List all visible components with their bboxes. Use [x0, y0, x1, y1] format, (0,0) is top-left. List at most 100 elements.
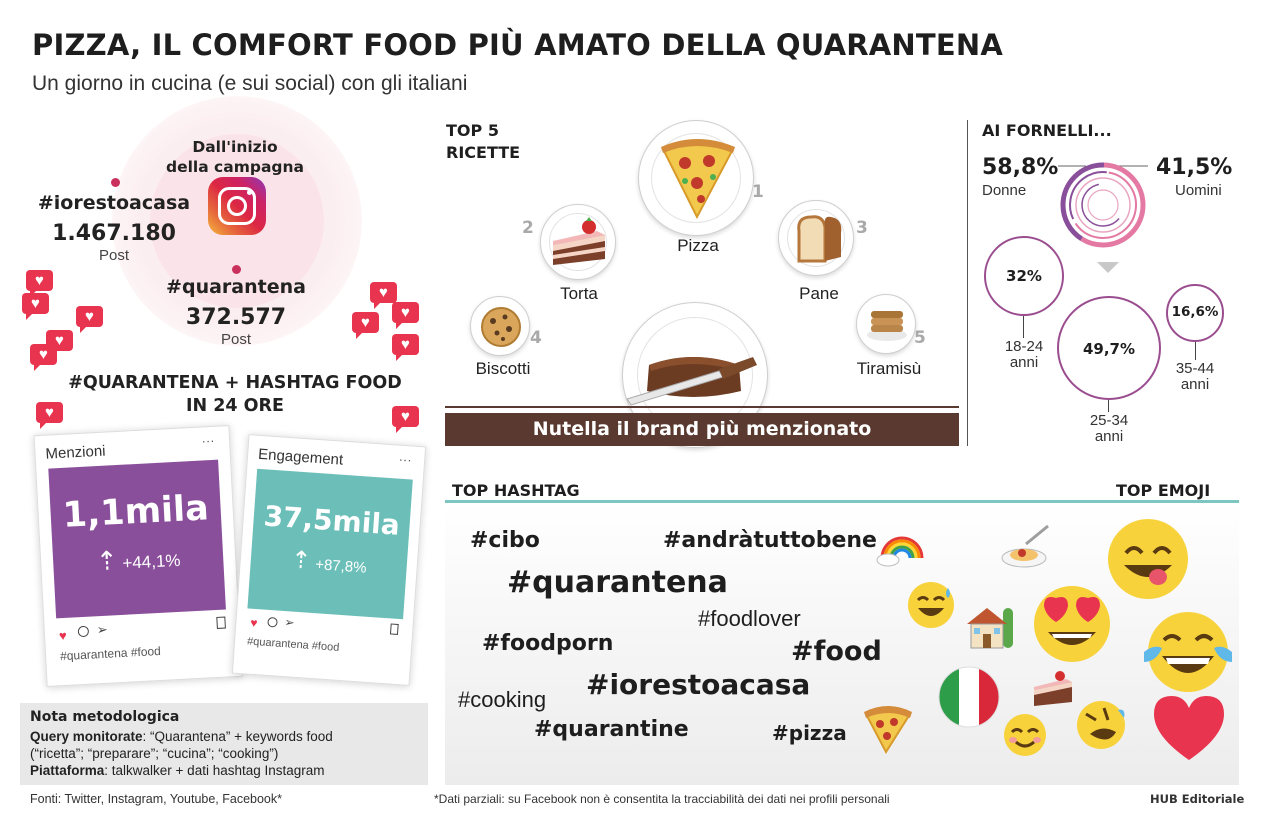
- bookmark-icon: [216, 616, 226, 629]
- menzioni-label: Menzioni: [45, 442, 106, 463]
- engagement-value: 37,5mila: [262, 499, 401, 542]
- age-label-35-44: 35-44 anni: [1175, 360, 1215, 393]
- query-line: Query monitorate: “Quarantena” + keyword…: [30, 729, 333, 744]
- iorestoacasa-count: 1.467.180: [52, 221, 176, 246]
- comment-icon: [267, 616, 278, 628]
- grinning-tongue-emoji: [1108, 519, 1188, 599]
- hashtag-foodporn: #foodporn: [482, 631, 614, 656]
- heart-icon: ♥: [249, 615, 259, 631]
- fornelli-title: AI FORNELLI...: [982, 121, 1112, 140]
- footer-sources: Fonti: Twitter, Instagram, Youtube, Face…: [30, 792, 283, 806]
- arrow-up-icon: ⇡: [290, 546, 312, 575]
- heart-icon: ♥: [76, 306, 103, 333]
- recipe-label-torta: Torta: [560, 284, 598, 303]
- rank-1: 1: [752, 182, 764, 202]
- pin-dot: [111, 178, 120, 187]
- pizza-plate: [638, 120, 754, 236]
- age-line: [1023, 316, 1024, 338]
- age-circle-25-34: [1057, 296, 1161, 400]
- since-campaign-label: Dall'inizio della campagna: [165, 138, 305, 176]
- pin-dot: [232, 265, 241, 274]
- engagement-change: ⇡ +87,8%: [290, 546, 368, 577]
- bread-icon: [797, 215, 842, 263]
- query-line-2: (“ricetta”; “preparare”; “cucina”; “cook…: [30, 746, 279, 761]
- hashtag-cibo: #cibo: [470, 528, 540, 553]
- heart-icon: ♥: [392, 302, 419, 329]
- hashtag-food: #food: [791, 636, 882, 667]
- hashtag-pizza: #pizza: [772, 721, 847, 745]
- hashtag-iorestoacasa-big: #iorestoacasa: [586, 668, 811, 701]
- top-emoji-title: TOP EMOJI: [1116, 481, 1211, 500]
- age-circle-35-44: [1166, 284, 1224, 342]
- sweat-smile-emoji: [908, 582, 954, 628]
- age-label-25-34: 25-34 anni: [1089, 412, 1129, 445]
- pizza-icon: [661, 139, 735, 220]
- heart-icon: ♥: [26, 270, 53, 297]
- recipe-label-biscotti: Biscotti: [475, 359, 531, 378]
- top5-title: TOP 5 RICETTE: [446, 121, 521, 162]
- more-icon: ...: [201, 430, 216, 446]
- hashtag-iorestoacasa: #iorestoacasa: [37, 192, 191, 214]
- menzioni-panel: 1,1mila ⇡ +44,1%: [48, 459, 226, 619]
- rainbow-icon: [876, 536, 924, 567]
- spaghetti-icon: [1001, 524, 1049, 568]
- engagement-panel: 37,5mila ⇡ +87,8%: [247, 468, 413, 620]
- heart-icon: ♥: [392, 334, 419, 361]
- hashtag-cooking: #cooking: [458, 687, 547, 712]
- quarantena-count: 372.577: [185, 305, 287, 330]
- rank-2: 2: [522, 218, 534, 238]
- heart-icon: ♥: [36, 402, 63, 429]
- engagement-tags: #quarantena #food: [246, 635, 340, 654]
- blush-emoji: [1004, 714, 1046, 756]
- platform-line: Piattaforma: talkwalker + dati hashtag I…: [30, 763, 325, 778]
- age-pct-35-44: 16,6%: [1171, 304, 1219, 320]
- arrow-up-icon: ⇡: [95, 545, 119, 577]
- methodology-title: Nota metodologica: [30, 709, 180, 725]
- bookmark-icon: [389, 623, 399, 635]
- rofl-emoji: [1077, 701, 1125, 749]
- heart-icon: ♥: [352, 312, 379, 339]
- top-hashtag-title: TOP HASHTAG: [452, 481, 580, 500]
- cake-emoji: [1034, 671, 1072, 706]
- menzioni-value: 1,1mila: [61, 488, 210, 536]
- age-line: [1108, 400, 1109, 412]
- section-divider: [967, 120, 968, 446]
- italy-flag-icon: [938, 666, 1000, 728]
- page-title: PIZZA, IL COMFORT FOOD PIÙ AMATO DELLA Q…: [32, 28, 1004, 62]
- cookie-icon: [481, 307, 521, 347]
- hashtag-divider: [445, 500, 1239, 503]
- gender-rings: [1058, 162, 1148, 248]
- hashtag-foodlover: #foodlover: [698, 606, 801, 631]
- quarantena-unit: Post: [220, 331, 251, 348]
- donne-pct: 58,8%: [982, 155, 1059, 180]
- more-icon: ...: [398, 449, 413, 465]
- comment-icon: [77, 625, 90, 638]
- engagement-card: Engagement ... 37,5mila ⇡ +87,8% ♥ ➢ #qu…: [231, 434, 427, 686]
- nutella-toast-icon: [626, 357, 757, 406]
- menzioni-change: ⇡ +44,1%: [95, 545, 181, 577]
- hashtag-quarantena: #quarantena: [166, 276, 306, 298]
- tiramisu-plate: [856, 294, 916, 354]
- cake-icon: [553, 217, 605, 265]
- rank-4: 4: [530, 328, 542, 348]
- house-icon: [967, 608, 1013, 649]
- menzioni-card: Menzioni ... 1,1mila ⇡ +44,1% ♥ ➢ #quara…: [33, 425, 243, 687]
- pizza-emoji: [864, 706, 912, 754]
- heart-icon: ♥: [58, 627, 68, 644]
- footer-note: *Dati parziali: su Facebook non è consen…: [434, 792, 890, 806]
- heart-icon: ♥: [370, 282, 397, 309]
- torta-plate: [540, 204, 616, 280]
- age-circle-18-24: [984, 236, 1064, 316]
- engagement-label: Engagement: [257, 445, 344, 469]
- triangle-down-icon: [1097, 262, 1119, 273]
- age-line: [1195, 342, 1196, 360]
- recipe-label-tiramisu: Tiramisù: [856, 359, 922, 378]
- nutella-divider: [445, 406, 959, 408]
- send-icon: ➢: [96, 621, 109, 638]
- instagram-icon: [208, 177, 266, 235]
- footer-credit: HUB Editoriale: [1150, 792, 1245, 806]
- hashtag-andratuttobene: #andràtuttobene: [663, 528, 877, 553]
- heart-icon: ♥: [392, 406, 419, 433]
- send-icon: ➢: [284, 615, 296, 630]
- red-heart-emoji: [1154, 696, 1224, 760]
